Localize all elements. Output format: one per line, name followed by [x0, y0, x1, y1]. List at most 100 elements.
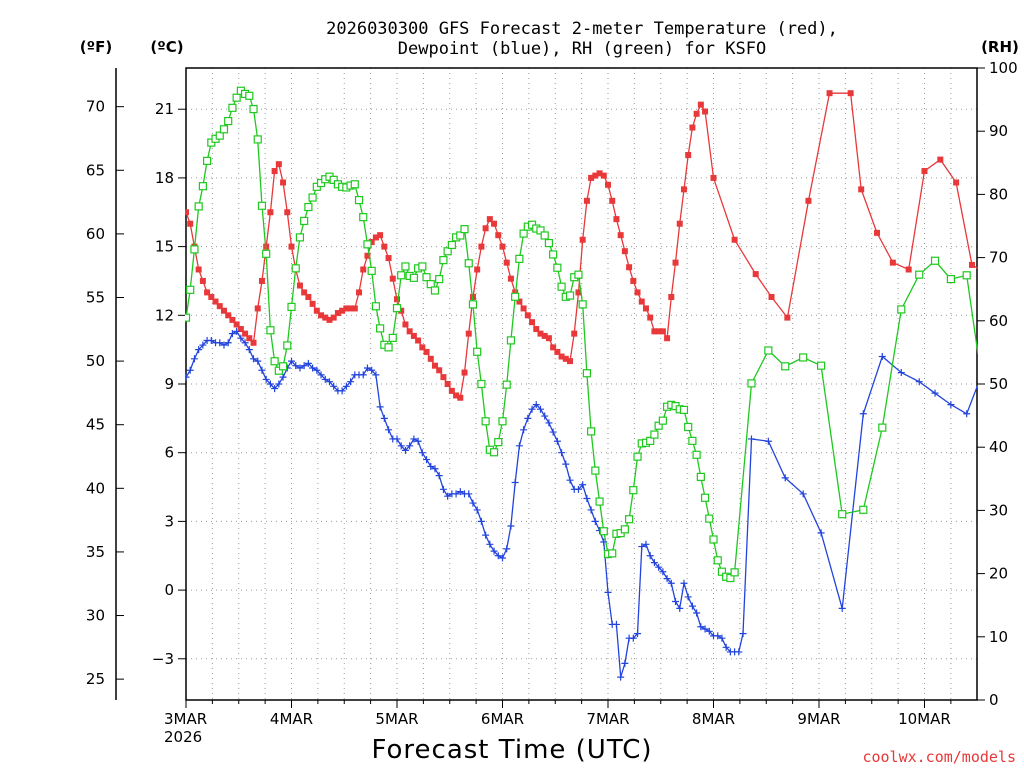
x-tick-label: 6MAR: [481, 710, 524, 728]
temperature-point: [254, 305, 261, 312]
temperature-point: [847, 90, 854, 97]
temperature-point: [216, 303, 223, 310]
dewpoint-point: [490, 547, 498, 555]
temperature-point: [826, 90, 833, 97]
dewpoint-point: [465, 490, 473, 498]
dewpoint-point: [672, 598, 680, 606]
temperature-point: [250, 339, 257, 346]
rh-point: [684, 422, 693, 432]
temperature-point: [613, 216, 620, 223]
temperature-point: [533, 326, 540, 333]
temperature-point: [968, 261, 975, 268]
temperature-point: [537, 330, 544, 337]
dewpoint-point: [1011, 328, 1018, 335]
temperature-point: [280, 179, 287, 186]
celsius-unit-label: (ºC): [150, 38, 183, 56]
rh-point: [198, 182, 207, 191]
dewpoint-point: [747, 435, 755, 443]
temperature-point: [465, 330, 472, 337]
temperature-point: [685, 152, 692, 159]
temperature-point: [326, 316, 333, 323]
rh-point: [962, 271, 971, 280]
temperature-point: [562, 355, 569, 362]
rh-point: [228, 103, 237, 112]
temperature-point: [697, 101, 704, 108]
fahrenheit-tick-label: 35: [86, 543, 105, 561]
x-axis-title: Forecast Time (UTC): [371, 735, 652, 765]
dewpoint-point: [271, 385, 279, 393]
series-dewpoint: [185, 327, 1018, 681]
rh-point: [363, 240, 372, 249]
rh-point: [232, 93, 241, 102]
temperature-point: [571, 330, 578, 337]
dewpoint-point: [245, 346, 253, 354]
temperature-point: [605, 181, 611, 188]
temperature-point: [638, 298, 645, 305]
rh-point: [266, 326, 275, 335]
temperature-point: [516, 298, 523, 305]
rh-point: [359, 213, 368, 222]
rh-point: [696, 472, 705, 482]
dewpoint-point: [963, 410, 971, 418]
dewpoint-point: [380, 414, 388, 422]
temperature-point: [368, 239, 375, 246]
rh-point: [418, 262, 427, 271]
rh-point: [629, 486, 638, 495]
rh-point: [185, 313, 191, 322]
rh-point: [946, 274, 955, 284]
dewpoint-point: [764, 437, 772, 445]
temperature-point: [600, 172, 607, 179]
dewpoint-point: [722, 643, 730, 651]
dewpoint-point: [342, 382, 350, 390]
temperature-point: [1006, 289, 1012, 295]
dewpoint-point: [304, 359, 312, 367]
temperature-point: [208, 293, 215, 300]
temperature-point: [596, 170, 603, 177]
dewpoint-point: [684, 593, 692, 601]
rh-point: [283, 341, 292, 350]
rh-point: [599, 527, 608, 536]
rh-point: [747, 379, 756, 388]
fahrenheit-tick-label: 25: [86, 670, 105, 688]
dewpoint-point: [781, 474, 789, 482]
rh-point: [557, 282, 566, 291]
dewpoint-point: [642, 540, 650, 548]
dewpoint-point: [262, 375, 270, 383]
rh-point: [481, 417, 490, 426]
temperature-point: [621, 248, 628, 255]
temperature-point: [360, 266, 367, 273]
temperature-point: [185, 209, 189, 216]
dewpoint-point: [288, 357, 295, 365]
temperature-point: [389, 275, 396, 282]
temperature-point: [499, 243, 506, 250]
temperature-point: [469, 293, 476, 300]
x-tick-label: 3MAR: [164, 710, 207, 728]
temperature-point: [343, 305, 350, 312]
dewpoint-point: [406, 442, 414, 450]
fahrenheit-tick-label: 30: [86, 607, 105, 625]
dewpoint-point: [216, 339, 224, 347]
rh-point: [979, 382, 986, 389]
dewpoint-point: [739, 630, 747, 638]
temperature-point: [457, 394, 464, 401]
plot-frame: [185, 67, 978, 701]
rh-point: [262, 249, 271, 258]
temperature-point: [195, 266, 202, 273]
dewpoint-point: [385, 426, 393, 434]
dewpoint-point: [199, 341, 207, 349]
temperature-point: [453, 392, 460, 399]
dewpoint-point: [347, 378, 355, 386]
temperature-point: [503, 259, 510, 266]
series-layer: [185, 86, 1018, 681]
temperature-point: [385, 255, 392, 262]
dewpoint-point: [718, 634, 726, 642]
dewpoint-point: [363, 364, 371, 372]
temperature-point: [617, 232, 624, 239]
rh-point: [519, 229, 528, 238]
dewpoint-point: [646, 552, 654, 560]
temperature-point: [398, 307, 405, 314]
rh-point: [764, 346, 773, 355]
rh-point: [422, 273, 431, 282]
temperature-point: [529, 319, 536, 326]
temperature-point: [351, 305, 358, 312]
